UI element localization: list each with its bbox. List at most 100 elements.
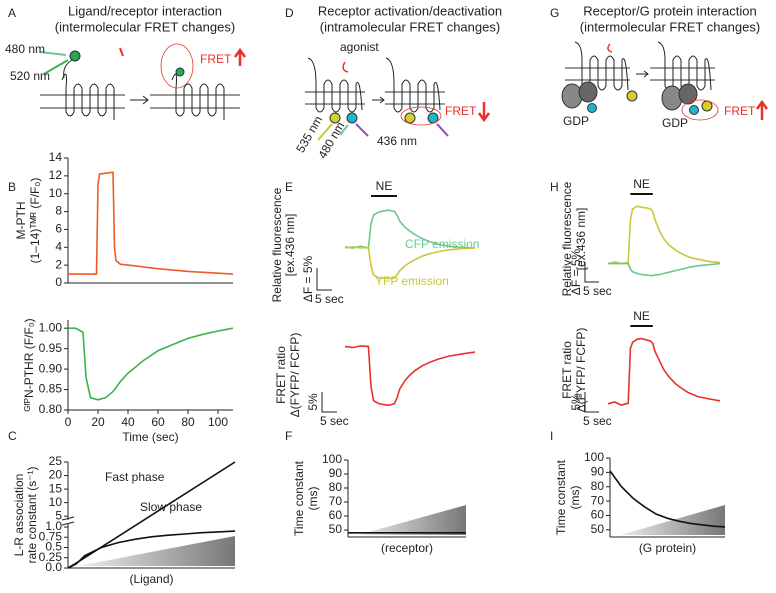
y-tick-label: 10 <box>49 495 63 509</box>
agonist-label: agonist <box>340 40 379 54</box>
y-tick-label: 25 <box>49 454 63 468</box>
x-tick-label: 60 <box>151 415 165 429</box>
y-axis-label: L-R association <box>12 474 26 557</box>
y-axis-label: rate constant (s⁻¹) <box>25 466 39 563</box>
y-tick-label: 90 <box>329 466 343 480</box>
gradient-wedge <box>358 505 466 535</box>
y-axis-label: (ms) <box>568 486 582 510</box>
y-tick-label: 0.90 <box>39 361 63 375</box>
x-tick-label: 80 <box>181 415 195 429</box>
series-label: Slow phase <box>140 500 202 514</box>
panel-label: H <box>550 180 559 194</box>
y-tick-label: 80 <box>329 480 343 494</box>
gdp-label: GDP <box>662 116 688 130</box>
panel-label: G <box>550 6 559 20</box>
y-axis-label: [ex.436 nm] <box>283 214 297 277</box>
scale-bar <box>584 262 599 283</box>
stimulus-label: NE <box>633 309 650 323</box>
wavelength-label: 480 nm <box>5 42 45 56</box>
data-line <box>344 345 476 407</box>
data-line <box>344 245 476 280</box>
fret-label: FRET <box>200 52 232 66</box>
panel-label: A <box>8 6 16 20</box>
y-tick-label: 1.0 <box>45 519 62 533</box>
y-axis-label: ᴳᶠᴾN-PTHR (F/F₀) <box>22 318 36 411</box>
y-tick-label: 70 <box>591 493 605 507</box>
panel-title: (intermolecular FRET changes) <box>55 19 235 34</box>
y-axis-label: Δ(FYFP/ FCFP) <box>288 333 302 418</box>
scale-bar <box>321 392 337 413</box>
y-tick-label: 70 <box>329 494 343 508</box>
y-tick-label: 60 <box>591 508 605 522</box>
stimulus-label: NE <box>376 179 393 193</box>
y-tick-label: 2 <box>55 257 62 271</box>
y-axis-label: M-PTH <box>14 202 28 240</box>
y-tick-label: 4 <box>55 239 62 253</box>
y-tick-label: 50 <box>591 522 605 536</box>
panel-label: C <box>8 429 17 443</box>
data-line <box>607 205 721 265</box>
panel-label: B <box>8 180 16 194</box>
y-tick-label: 8 <box>55 204 62 218</box>
y-tick-label: 6 <box>55 222 62 236</box>
y-tick-label: 90 <box>591 465 605 479</box>
y-tick-label: 0.95 <box>39 341 63 355</box>
y-axis-label: Relative fluorescence <box>560 181 574 296</box>
x-axis-label: (G protein) <box>639 541 696 555</box>
panel-label: E <box>285 180 293 194</box>
series-label: Fast phase <box>105 470 165 484</box>
y-tick-label: 12 <box>49 168 63 182</box>
scale-bar-label: 5 sec <box>315 292 344 306</box>
y-tick-label: 100 <box>322 452 342 466</box>
series-label: YFP emission <box>375 274 449 288</box>
wavelength-label: 436 nm <box>377 134 417 148</box>
scale-bar-label: ΔF = 5% <box>569 248 583 295</box>
y-tick-label: 14 <box>49 150 63 164</box>
y-axis-label: [ex.436 nm] <box>574 208 588 271</box>
scale-bar-label: 5 sec <box>583 284 612 298</box>
y-axis-label: (ms) <box>306 487 320 511</box>
diagram-a: 480 nm 520 nm FRET <box>5 42 247 120</box>
scale-bar-label: 5% <box>306 393 320 411</box>
panel-title: (intramolecular FRET changes) <box>320 19 500 34</box>
fret-label: FRET <box>724 104 756 118</box>
data-line <box>68 327 234 401</box>
y-tick-label: 0.75 <box>39 529 63 543</box>
scale-bar <box>316 268 332 291</box>
gradient-wedge <box>78 536 235 566</box>
y-tick-label: 50 <box>329 522 343 536</box>
y-tick-label: 0.85 <box>39 382 63 396</box>
y-tick-label: 20 <box>49 468 63 482</box>
fret-label: FRET <box>445 104 477 118</box>
y-axis-label: Time constant <box>292 460 306 536</box>
stimulus-label: NE <box>633 177 650 191</box>
y-tick-label: 10 <box>49 186 63 200</box>
y-axis-label: FRET ratio <box>274 346 288 404</box>
axis-break <box>61 516 75 526</box>
panel-label: D <box>285 6 294 20</box>
scale-bar <box>584 392 599 413</box>
panel-title: Receptor activation/deactivation <box>318 3 502 18</box>
y-tick-label: 60 <box>329 508 343 522</box>
x-axis-label: (Ligand) <box>129 572 173 586</box>
panel-label: I <box>550 429 553 443</box>
gdp-label: GDP <box>563 114 589 128</box>
y-axis-label: FRET ratio <box>560 341 574 399</box>
data-line <box>67 530 236 569</box>
panel-title: Receptor/G protein interaction <box>583 3 756 18</box>
y-axis-label: (1–14)ᵀᴹᴿ (F/F₀) <box>28 178 42 264</box>
y-tick-label: 1.00 <box>39 320 63 334</box>
panel-label: F <box>285 429 292 443</box>
x-tick-label: 100 <box>208 415 228 429</box>
y-axis-label: Time constant <box>554 459 568 535</box>
y-tick-label: 0.5 <box>45 540 62 554</box>
y-tick-label: 0.25 <box>39 550 63 564</box>
x-tick-label: 20 <box>91 415 105 429</box>
x-axis-label: (receptor) <box>381 541 433 555</box>
data-line <box>607 337 721 406</box>
wavelength-label: 520 nm <box>10 69 50 83</box>
panel-title: (intermolecular FRET changes) <box>580 19 760 34</box>
series-label: CFP emission <box>405 237 479 251</box>
y-tick-label: 0.80 <box>39 402 63 416</box>
